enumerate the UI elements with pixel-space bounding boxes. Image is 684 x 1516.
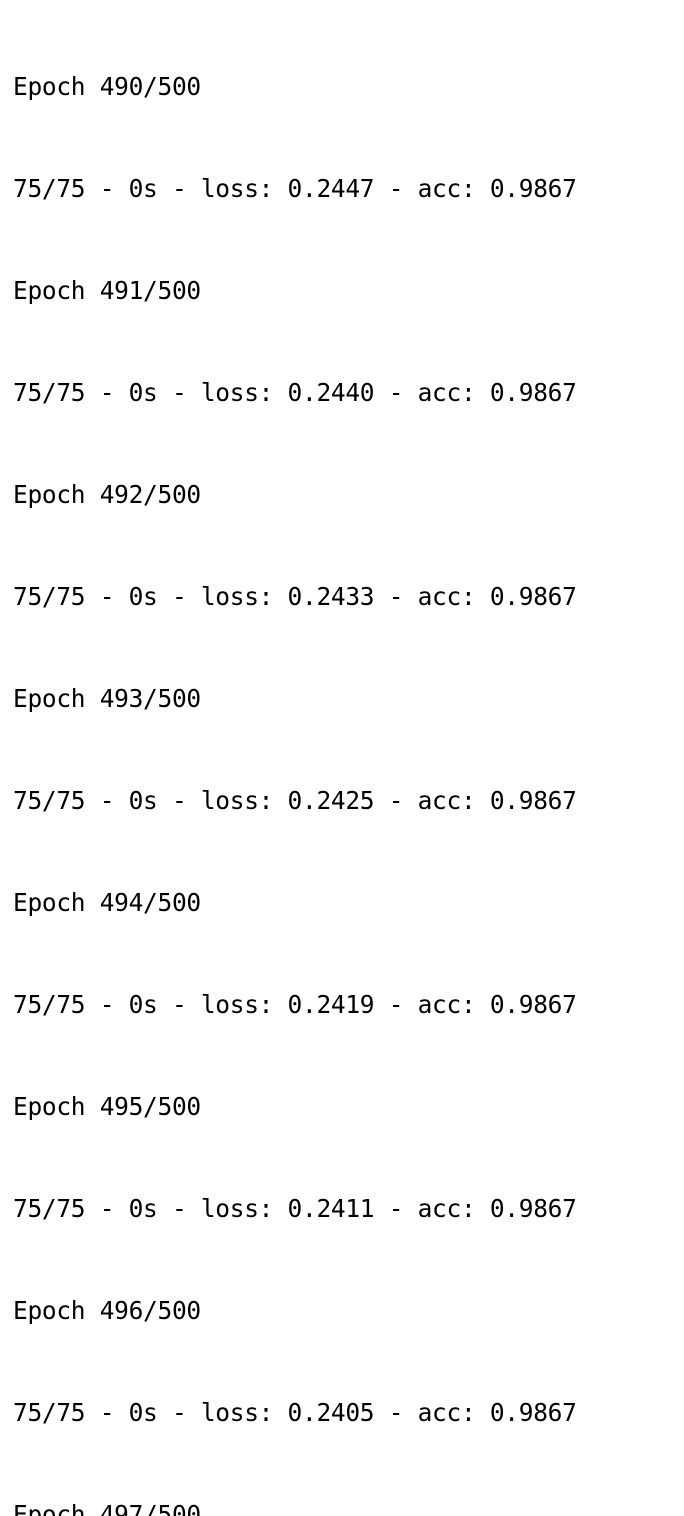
epoch-header: Epoch 496/500 [13, 1296, 201, 1325]
epoch-progress-line: 75/75 - 0s - loss: 0.2440 - acc: 0.9867 [13, 378, 577, 407]
epoch-progress-line: 75/75 - 0s - loss: 0.2447 - acc: 0.9867 [13, 174, 577, 203]
epoch-header: Epoch 493/500 [13, 684, 201, 713]
epoch-header: Epoch 490/500 [13, 72, 201, 101]
epoch-header: Epoch 495/500 [13, 1092, 201, 1121]
epoch-header: Epoch 497/500 [13, 1500, 201, 1516]
epoch-progress-line: 75/75 - 0s - loss: 0.2419 - acc: 0.9867 [13, 990, 577, 1019]
epoch-progress-line: 75/75 - 0s - loss: 0.2425 - acc: 0.9867 [13, 786, 577, 815]
training-log-output: Epoch 490/500 75/75 - 0s - loss: 0.2447 … [13, 2, 684, 1516]
epoch-header: Epoch 492/500 [13, 480, 201, 509]
epoch-header: Epoch 494/500 [13, 888, 201, 917]
epoch-progress-line: 75/75 - 0s - loss: 0.2433 - acc: 0.9867 [13, 582, 577, 611]
epoch-progress-line: 75/75 - 0s - loss: 0.2411 - acc: 0.9867 [13, 1194, 577, 1223]
epoch-progress-line: 75/75 - 0s - loss: 0.2405 - acc: 0.9867 [13, 1398, 577, 1427]
epoch-header: Epoch 491/500 [13, 276, 201, 305]
